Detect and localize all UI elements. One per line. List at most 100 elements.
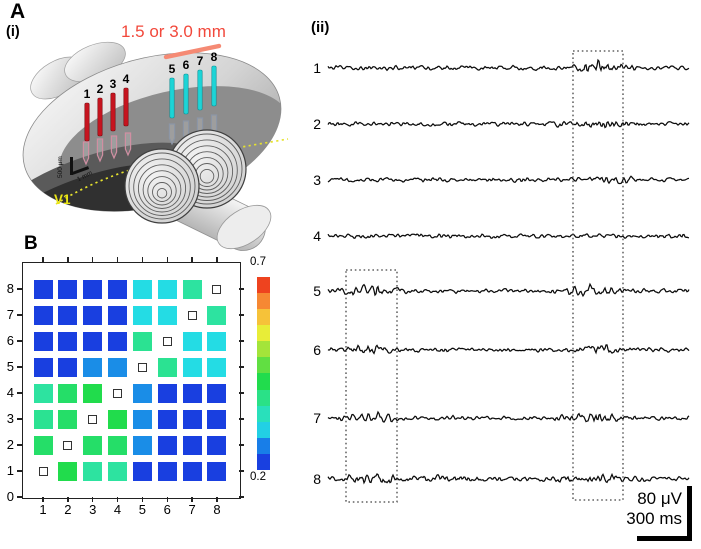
matrix-cell	[157, 435, 177, 455]
x-axis-top-tick	[67, 257, 69, 262]
panel-a-sub-i-label: (i)	[6, 24, 20, 40]
matrix-cell	[132, 461, 152, 481]
x-axis-top-tick	[91, 257, 94, 262]
matrix-cell	[108, 331, 128, 351]
y-axis-tick	[17, 418, 22, 420]
matrix-cell	[132, 331, 152, 351]
y-axis-right-tick	[239, 288, 244, 290]
y-axis-tick-label: 3	[6, 411, 14, 426]
x-axis-top-tick	[191, 257, 193, 262]
matrix-cell	[157, 461, 177, 481]
y-axis-right-tick	[239, 340, 244, 342]
x-axis-top-tick	[116, 257, 119, 262]
matrix-cell	[132, 409, 152, 429]
y-axis-tick-label: 1	[6, 463, 14, 478]
matrix-diagonal-marker	[187, 310, 197, 320]
matrix-cell	[207, 383, 227, 403]
x-axis-tick-label: 3	[89, 502, 97, 517]
colorbar-segment	[257, 309, 270, 326]
matrix-cell	[58, 357, 78, 377]
matrix-cell	[58, 331, 78, 351]
v1-area-label: V1	[54, 192, 71, 207]
matrix-cell	[182, 409, 202, 429]
x-axis-tick	[166, 497, 168, 502]
matrix-cell	[83, 331, 103, 351]
x-axis-top-tick	[141, 257, 144, 262]
matrix-cell	[182, 357, 202, 377]
matrix-cell	[58, 383, 78, 403]
matrix-diagonal-marker	[88, 414, 98, 424]
scale-500um-bar	[70, 157, 73, 175]
matrix-cell	[157, 357, 177, 377]
matrix-cell	[182, 331, 202, 351]
matrix-cell	[157, 279, 177, 299]
colorbar-segment	[257, 373, 270, 390]
matrix-cell	[108, 357, 128, 377]
matrix-cell	[33, 305, 53, 325]
colorbar-segment	[257, 437, 270, 454]
matrix-cell	[58, 305, 78, 325]
colorbar-segment	[257, 325, 270, 342]
matrix-cell	[207, 305, 227, 325]
y-axis-right-tick	[239, 470, 244, 472]
matrix-cell	[108, 461, 128, 481]
y-axis-tick	[17, 314, 22, 316]
matrix-cell	[132, 383, 152, 403]
y-axis-tick	[17, 392, 22, 394]
panel-a-label: A	[10, 0, 26, 23]
matrix-cell	[182, 279, 202, 299]
matrix-cell	[83, 357, 103, 377]
matrix-cell	[157, 305, 177, 325]
x-axis-top-tick	[42, 257, 44, 262]
y-axis-tick	[17, 366, 22, 368]
matrix-cell	[207, 461, 227, 481]
y-axis-right-tick	[239, 496, 244, 498]
matrix-cell	[83, 383, 103, 403]
y-axis-tick-label: 2	[6, 437, 14, 452]
colorbar-segment	[257, 405, 270, 422]
y-axis-tick	[17, 496, 22, 498]
electrode-spacing-label: 1.5 or 3.0 mm	[121, 22, 226, 41]
matrix-cell	[207, 357, 227, 377]
y-axis-tick-label: 0	[6, 489, 14, 504]
x-axis-tick-label: 2	[64, 502, 72, 517]
time-scale-label: 300 ms	[626, 509, 682, 528]
colorbar-max-label: 0.7	[250, 256, 266, 268]
x-axis-tick-label: 8	[213, 502, 221, 517]
matrix-cell	[108, 435, 128, 455]
matrix-cell	[108, 409, 128, 429]
matrix-diagonal-marker	[162, 336, 172, 346]
y-axis-tick-label: 6	[6, 333, 14, 348]
matrix-cell	[33, 331, 53, 351]
matrix-cell	[58, 461, 78, 481]
y-axis-tick-label: 8	[6, 281, 14, 296]
matrix-cell	[182, 383, 202, 403]
matrix-diagonal-marker	[38, 466, 48, 476]
x-axis-tick-label: 5	[138, 502, 146, 517]
matrix-cell	[132, 435, 152, 455]
matrix-cell	[157, 383, 177, 403]
x-axis-top-tick	[166, 257, 168, 262]
x-axis-tick	[141, 497, 144, 502]
x-axis-tick	[91, 497, 94, 502]
matrix-cell	[132, 279, 152, 299]
y-axis-tick	[17, 340, 22, 342]
x-axis-tick-label: 6	[163, 502, 171, 517]
voltage-scale-label: 80 μV	[637, 489, 682, 508]
colorbar	[257, 277, 270, 470]
y-axis-tick	[17, 470, 22, 472]
matrix-cell	[33, 357, 53, 377]
x-axis-top-tick	[216, 257, 218, 262]
y-axis-right-tick	[239, 418, 244, 420]
colorbar-segment	[257, 453, 270, 470]
colorbar-segment	[257, 341, 270, 358]
y-axis-tick	[17, 288, 22, 290]
matrix-cell	[207, 409, 227, 429]
panel-a-sub-ii-label: (ii)	[311, 19, 330, 36]
y-axis-tick-label: 4	[6, 385, 14, 400]
matrix-cell	[83, 305, 103, 325]
matrix-cell	[83, 461, 103, 481]
matrix-cell	[33, 409, 53, 429]
panel-b-label: B	[24, 233, 38, 254]
